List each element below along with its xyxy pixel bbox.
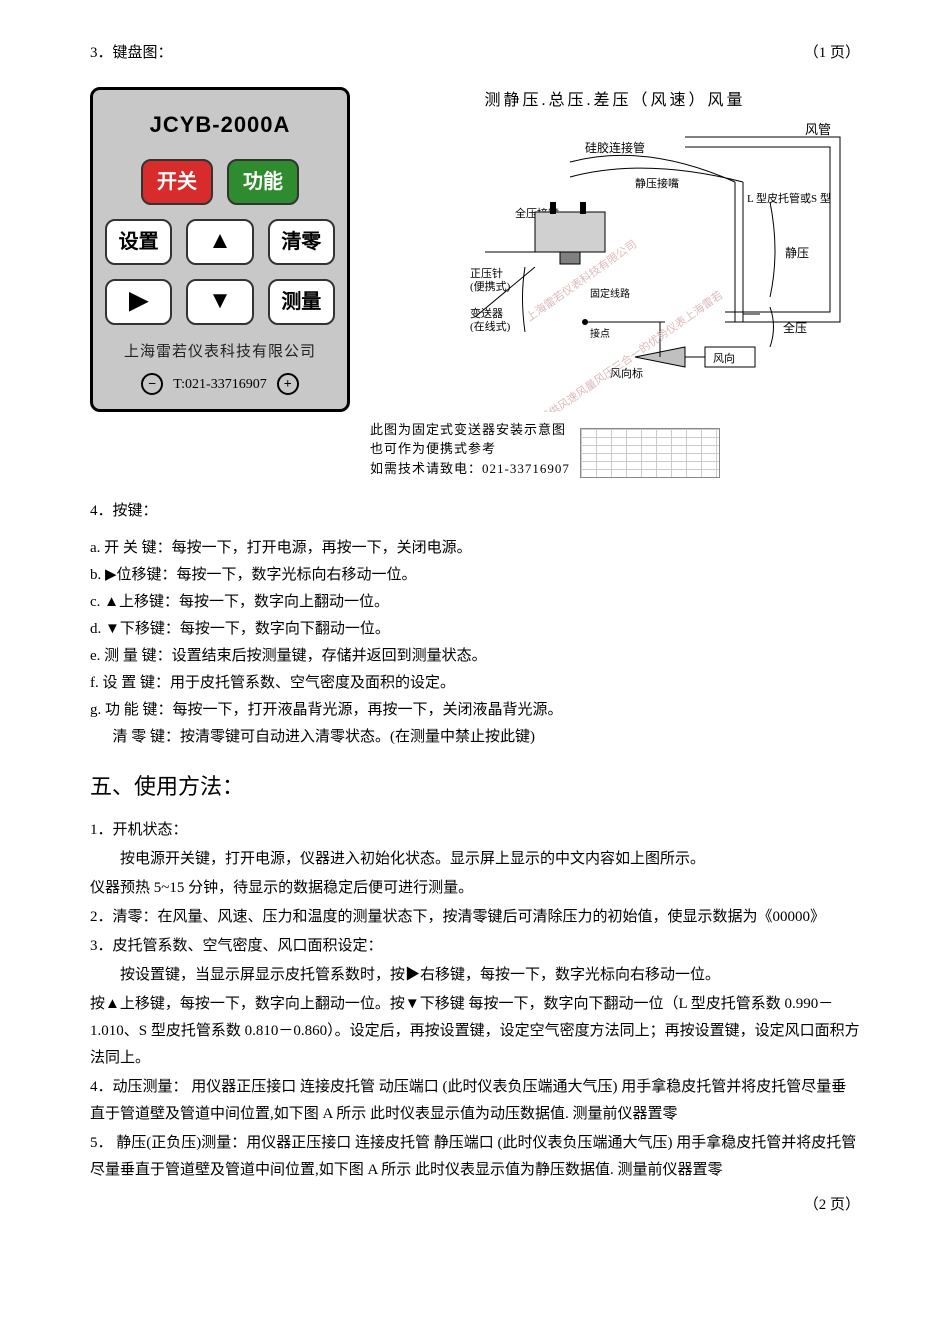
label-contact: 接点 [590, 327, 610, 340]
key-g2: 清 零 键：按清零键可自动进入清零状态。(在测量中禁止按此键) [90, 724, 860, 751]
diagram-column: 测静压.总压.差压（风速）风量 风管 L 型皮托管或S 型 硅胶连接管 静压接嘴 [370, 87, 860, 478]
page-ref-bottom: （2 页） [90, 1192, 860, 1219]
key-f: f. 设 置 键：用于皮托管系数、空气密度及面积的设定。 [90, 670, 860, 697]
diagram-caption: 此图为固定式变送器安装示意图 也可作为便携式参考 如需技术请致电：021-337… [370, 420, 570, 479]
usage-2: 2．清零：在风量、风速、压力和温度的测量状态下，按清零键后可清除压力的初始值，使… [90, 904, 860, 931]
label-transmitter: 变送器 (在线式) [470, 306, 511, 333]
label-wind-dir: 风向 [713, 351, 735, 365]
down-button[interactable]: ▼ [186, 279, 253, 325]
usage-1-body1: 按电源开关键，打开电源，仪器进入初始化状态。显示屏上显示的中文内容如上图所示。 [90, 846, 860, 873]
label-silicone: 硅胶连接管 [585, 140, 645, 155]
label-positive-needle: 正压针 (便携式) [470, 266, 511, 293]
usage-body: 1．开机状态： 按电源开关键，打开电源，仪器进入初始化状态。显示屏上显示的中文内… [90, 817, 860, 1184]
section-label: 3．键盘图： [90, 40, 173, 67]
clear-button[interactable]: 清零 [268, 219, 335, 265]
right-button[interactable]: ▶ [105, 279, 172, 325]
key-a: a. 开 关 键：每按一下，打开电源，再按一下，关闭电源。 [90, 535, 860, 562]
keypad-panel: JCYB-2000A 开关 功能 设置 ▲ 清零 ▶ ▼ 测量 上海雷若仪表科技… [90, 87, 350, 412]
measure-button[interactable]: 测量 [268, 279, 335, 325]
label-total-p: 全压 [783, 320, 807, 335]
caption-l1: 此图为固定式变送器安装示意图 [370, 420, 570, 440]
installation-diagram: 风管 L 型皮托管或S 型 硅胶连接管 静压接嘴 全压接嘴 [370, 122, 860, 412]
page-ref-top: （1 页） [804, 40, 860, 67]
usage-3-body2: 按▲上移键，每按一下，数字向上翻动一位。按▼下移键 每按一下，数字向下翻动一位（… [90, 991, 860, 1072]
usage-4: 4．动压测量： 用仪器正压接口 连接皮托管 动压端口 (此时仪表负压端通大气压)… [90, 1074, 860, 1128]
contact-line: − T:021-33716907 + [105, 372, 335, 397]
up-button[interactable]: ▲ [186, 219, 253, 265]
settings-button[interactable]: 设置 [105, 219, 172, 265]
key-c: c. ▲上移键：每按一下，数字向上翻动一位。 [90, 589, 860, 616]
keys-heading: 4．按键： [90, 498, 860, 525]
model-label: JCYB-2000A [105, 105, 335, 145]
caption-l2: 也可作为便携式参考 [370, 439, 570, 459]
key-g: g. 功 能 键：每按一下，打开液晶背光源，再按一下，关闭液晶背光源。 [90, 697, 860, 724]
usage-1-body2: 仪器预热 5~15 分钟，待显示的数据稳定后便可进行测量。 [90, 875, 860, 902]
phone-text: T:021-33716907 [173, 372, 266, 397]
diagram-title: 测静压.总压.差压（风速）风量 [370, 87, 860, 116]
plus-icon: + [277, 373, 299, 395]
usage-3-head: 3．皮托管系数、空气密度、风口面积设定： [90, 933, 860, 960]
usage-heading: 五、使用方法： [90, 767, 860, 807]
label-L-pitot: L 型皮托管或S 型 [747, 191, 831, 205]
label-duct: 风管 [805, 122, 831, 137]
label-static-nozzle: 静压接嘴 [635, 176, 679, 190]
company-name: 上海雷若仪表科技有限公司 [105, 339, 335, 366]
minus-icon: − [141, 373, 163, 395]
label-fixed: 固定线路 [590, 287, 630, 300]
power-button[interactable]: 开关 [141, 159, 213, 205]
key-b: b. ▶位移键：每按一下，数字光标向右移动一位。 [90, 562, 860, 589]
mini-table-thumbnail [580, 428, 720, 478]
function-button[interactable]: 功能 [227, 159, 299, 205]
caption-l3: 如需技术请致电：021-33716907 [370, 459, 570, 479]
usage-1-head: 1．开机状态： [90, 817, 860, 844]
key-e: e. 测 量 键：设置结束后按测量键，存储并返回到测量状态。 [90, 643, 860, 670]
key-d: d. ▼下移键：每按一下，数字向下翻动一位。 [90, 616, 860, 643]
usage-5: 5． 静压(正负压)测量：用仪器正压接口 连接皮托管 静压端口 (此时仪表负压端… [90, 1130, 860, 1184]
label-static-p: 静压 [785, 246, 809, 260]
usage-3-body1: 按设置键，当显示屏显示皮托管系数时，按▶右移键，每按一下，数字光标向右移动一位。 [90, 962, 860, 989]
key-descriptions: a. 开 关 键：每按一下，打开电源，再按一下，关闭电源。 b. ▶位移键：每按… [90, 535, 860, 751]
